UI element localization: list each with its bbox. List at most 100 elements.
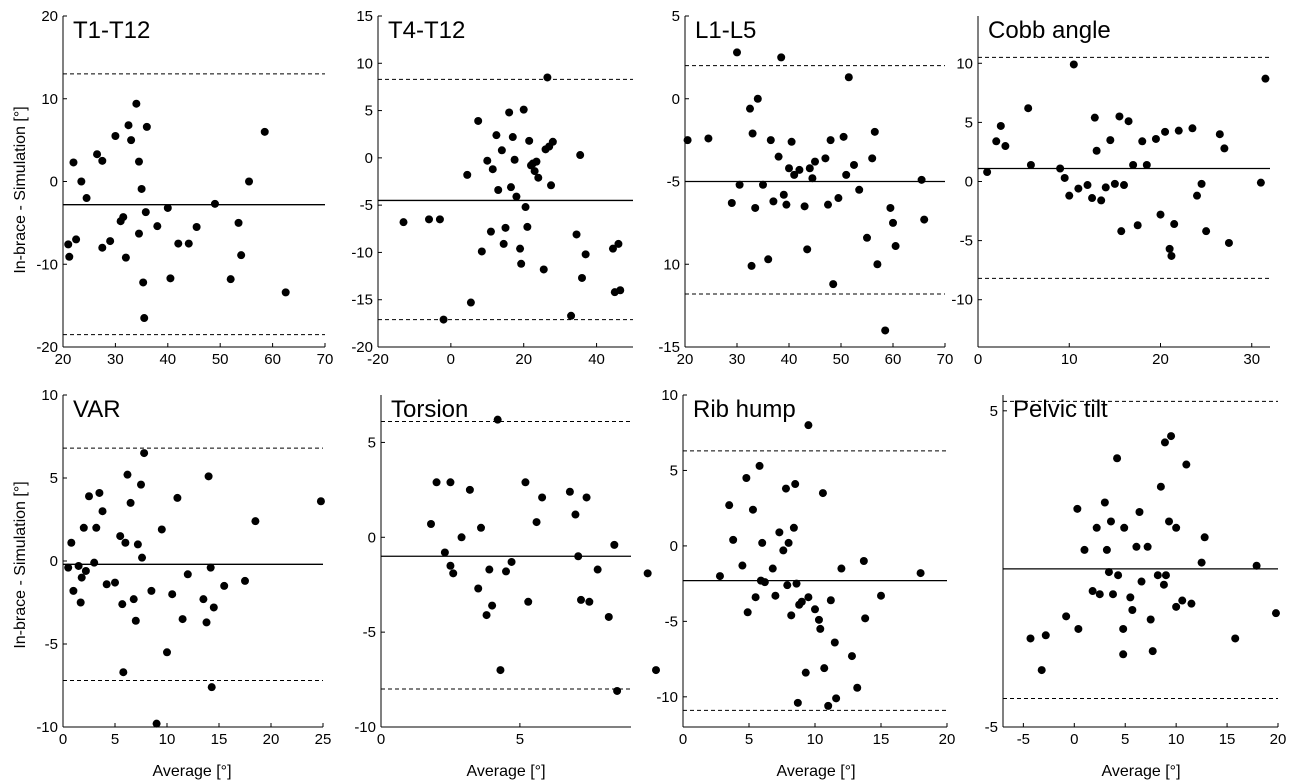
x-tick-label: 50 xyxy=(212,351,229,368)
x-axis-label-3: Average [°] xyxy=(776,763,855,780)
data-point xyxy=(449,569,458,578)
data-point xyxy=(1120,523,1129,532)
data-point xyxy=(521,203,530,212)
data-point xyxy=(759,180,767,189)
data-point xyxy=(824,200,832,209)
data-point xyxy=(829,280,838,289)
data-point xyxy=(210,199,219,208)
data-point xyxy=(742,474,751,482)
data-point xyxy=(77,573,86,582)
data-point xyxy=(98,507,107,516)
x-tick-label: 0 xyxy=(447,351,455,368)
data-point xyxy=(1088,587,1097,596)
x-axis-label-4: Average [°] xyxy=(1101,763,1180,780)
data-point xyxy=(202,618,211,627)
data-point xyxy=(1135,507,1144,516)
data-point xyxy=(873,260,882,269)
data-point xyxy=(1037,666,1046,675)
data-point xyxy=(992,137,1001,146)
panel-title: T1-T12 xyxy=(73,17,150,44)
y-tick-label: -10 xyxy=(656,689,678,706)
data-point xyxy=(793,698,802,707)
x-tick-label: 70 xyxy=(937,351,954,368)
x-tick-label: 0 xyxy=(679,731,687,748)
y-tick-label: -20 xyxy=(36,339,58,356)
data-point xyxy=(506,183,515,192)
data-point xyxy=(1069,60,1078,69)
data-point xyxy=(74,561,83,570)
data-point xyxy=(791,480,800,489)
data-point xyxy=(64,240,73,249)
data-point xyxy=(1167,432,1176,441)
x-tick-label: 10 xyxy=(159,731,176,748)
data-point xyxy=(1188,124,1197,133)
data-point xyxy=(795,165,804,174)
x-tick-label: 5 xyxy=(1121,731,1129,748)
data-point xyxy=(792,579,801,588)
data-point xyxy=(1231,634,1240,643)
data-point xyxy=(77,177,86,186)
data-point xyxy=(166,274,175,283)
data-point xyxy=(140,449,149,458)
data-point xyxy=(916,569,925,578)
data-point xyxy=(816,624,825,633)
data-point xyxy=(1172,602,1181,611)
y-tick-label: 10 xyxy=(41,91,58,108)
panel-title: T4-T12 xyxy=(388,17,465,44)
data-point xyxy=(811,605,819,614)
data-point xyxy=(237,251,246,260)
x-tick-label: 5 xyxy=(111,731,119,748)
data-point xyxy=(496,666,505,675)
x-tick-label: 0 xyxy=(974,351,982,368)
data-point xyxy=(220,581,229,590)
data-point xyxy=(774,152,783,161)
data-point xyxy=(204,472,213,481)
data-point xyxy=(192,223,201,232)
data-point xyxy=(578,273,586,282)
data-point xyxy=(163,203,172,212)
y-tick-label: 15 xyxy=(356,8,373,25)
data-point xyxy=(516,244,525,253)
y-tick-label: 5 xyxy=(50,470,58,487)
data-point xyxy=(492,131,501,140)
data-point xyxy=(565,487,574,496)
data-point xyxy=(507,557,516,566)
data-point xyxy=(1137,577,1146,586)
x-tick-label: 30 xyxy=(107,351,124,368)
data-point xyxy=(1142,160,1151,169)
data-point xyxy=(1097,196,1106,205)
data-point xyxy=(1252,561,1261,570)
data-point xyxy=(316,497,325,506)
y-tick-label: -10 xyxy=(951,292,973,309)
data-point xyxy=(466,298,475,307)
x-tick-label: 5 xyxy=(516,731,524,748)
data-point xyxy=(811,157,819,166)
x-tick-label: 10 xyxy=(1168,731,1185,748)
x-tick-label: 20 xyxy=(515,351,532,368)
data-point xyxy=(704,134,713,143)
data-point xyxy=(488,165,497,174)
data-point xyxy=(1041,631,1050,640)
panel-2: -20 0 20 40 -20 -15 -10 -5 0 5 10 15 T4-T12 xyxy=(351,8,633,368)
panel-8: -5 0 5 10 15 20 -5 5 Pelvic tilt xyxy=(985,395,1287,748)
data-point xyxy=(90,558,99,567)
data-point xyxy=(777,53,786,62)
data-point xyxy=(474,584,483,593)
data-point xyxy=(804,421,813,430)
panel-title: L1-L5 xyxy=(695,17,756,44)
data-point xyxy=(1132,542,1141,551)
y-tick-label: -5 xyxy=(363,624,376,641)
data-point xyxy=(1151,134,1160,143)
x-tick-label: 20 xyxy=(939,731,956,748)
x-tick-label: 20 xyxy=(1270,731,1287,748)
data-point xyxy=(868,154,877,163)
data-point xyxy=(457,533,466,542)
data-point xyxy=(1178,596,1187,605)
data-point xyxy=(477,523,485,532)
data-point xyxy=(1088,194,1097,203)
data-point xyxy=(121,538,130,547)
data-point xyxy=(517,259,526,268)
data-point xyxy=(808,174,817,183)
data-point xyxy=(427,520,435,529)
data-point xyxy=(234,218,243,227)
